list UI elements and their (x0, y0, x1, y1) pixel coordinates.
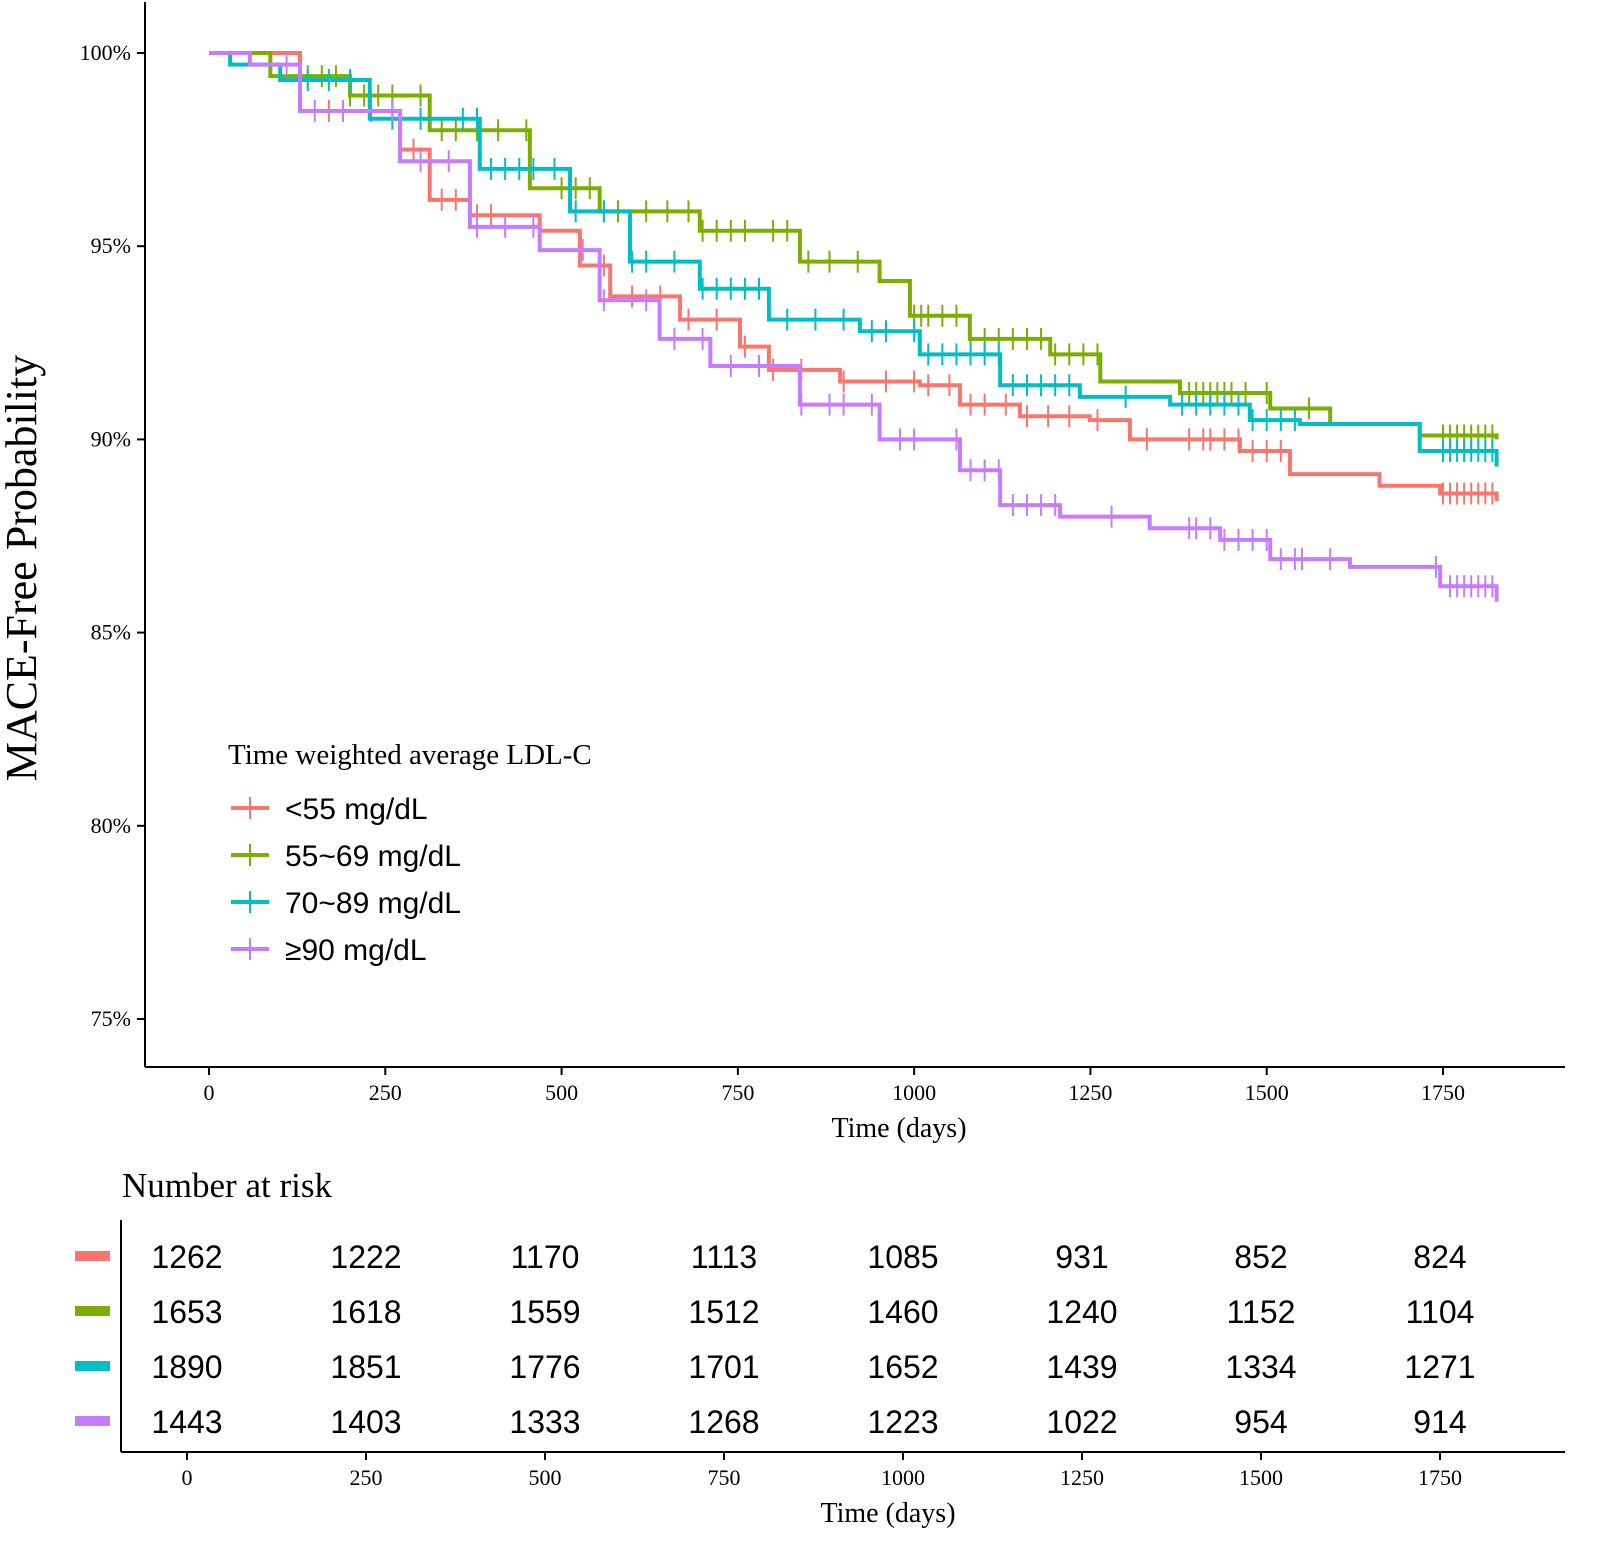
risk-count: 914 (1413, 1404, 1466, 1440)
y-axis-title: MACE-Free Probability (0, 355, 46, 782)
legend-label: 55~69 mg/dL (285, 840, 461, 873)
risk-count: 1113 (691, 1239, 757, 1275)
legend-label: ≥90 mg/dL (285, 934, 427, 967)
risk-count: 1460 (867, 1294, 938, 1330)
x-tick-label: 1750 (1421, 1080, 1465, 1105)
risk-count: 1104 (1406, 1294, 1475, 1330)
legend-item: 55~69 mg/dL (231, 840, 461, 873)
risk-count: 1085 (867, 1239, 938, 1275)
legend-item: ≥90 mg/dL (231, 934, 427, 967)
x-tick-label: 1500 (1245, 1080, 1289, 1105)
series-2 (209, 51, 1499, 467)
legend-label: <55 mg/dL (285, 793, 428, 826)
series-3 (209, 51, 1499, 602)
risk-count: 1262 (151, 1239, 222, 1275)
y-tick-label: 85% (91, 620, 131, 645)
x-tick-label: 500 (545, 1080, 578, 1105)
x-tick-label: 1250 (1068, 1080, 1112, 1105)
risk-count: 1333 (509, 1404, 580, 1440)
risk-x-tick-label: 1000 (881, 1465, 925, 1490)
risk-count: 1851 (330, 1349, 401, 1385)
x-tick-label: 0 (204, 1080, 215, 1105)
risk-count: 931 (1055, 1239, 1108, 1275)
risk-count: 1776 (509, 1349, 580, 1385)
risk-x-tick-label: 0 (182, 1465, 193, 1490)
risk-count: 1222 (330, 1239, 401, 1275)
y-tick-label: 95% (91, 233, 131, 258)
risk-count: 1271 (1404, 1349, 1475, 1385)
y-tick-label: 80% (91, 813, 131, 838)
risk-count: 824 (1413, 1239, 1466, 1275)
risk-row: 1262 1222 1170 1113 1085 931 852 824 (75, 1239, 1467, 1275)
y-tick-label: 75% (91, 1006, 131, 1031)
y-tick-label: 90% (91, 426, 131, 451)
risk-count: 1652 (867, 1349, 938, 1385)
risk-count: 1170 (511, 1239, 580, 1275)
risk-count: 852 (1234, 1239, 1287, 1275)
risk-x-tick-label: 750 (708, 1465, 741, 1490)
risk-row-color-key (75, 1361, 110, 1371)
risk-table: Number at risk 1262 1222 1170 1113 1085 931 85… (75, 1166, 1565, 1529)
risk-count: 1403 (330, 1404, 401, 1440)
risk-x-tick-label: 500 (529, 1465, 562, 1490)
risk-count: 1701 (688, 1349, 759, 1385)
x-tick-label: 750 (721, 1080, 754, 1105)
risk-row: 1653 1618 1559 1512 1460 1240 1152 1104 (75, 1294, 1474, 1330)
risk-count: 954 (1234, 1404, 1287, 1440)
risk-count: 1268 (688, 1404, 759, 1440)
risk-count: 1618 (330, 1294, 401, 1330)
risk-row: 1890 1851 1776 1701 1652 1439 1334 1271 (75, 1349, 1476, 1385)
risk-count: 1439 (1046, 1349, 1117, 1385)
survival-plot: 75% 80% 85% 90% 95% 100% 0 250 500 750 1000 1250 15… (0, 2, 1565, 1144)
risk-count: 1890 (151, 1349, 222, 1385)
risk-x-tick-label: 1500 (1239, 1465, 1283, 1490)
risk-count: 1512 (688, 1294, 759, 1330)
x-tick-label: 1000 (892, 1080, 936, 1105)
risk-count: 1223 (867, 1404, 938, 1440)
risk-count: 1334 (1225, 1349, 1296, 1385)
legend: Time weighted average LDL-C <55 mg/dL 55~… (228, 739, 592, 967)
risk-row-color-key (75, 1416, 110, 1426)
x-axis-title: Time (days) (831, 1113, 966, 1144)
series-1 (209, 51, 1499, 447)
risk-row-color-key (75, 1251, 110, 1261)
risk-count: 1559 (509, 1294, 580, 1330)
risk-count: 1022 (1046, 1404, 1117, 1440)
survival-curve (209, 51, 1499, 602)
risk-table-title: Number at risk (122, 1166, 332, 1205)
legend-label: 70~89 mg/dL (285, 887, 461, 920)
risk-row-color-key (75, 1306, 110, 1316)
risk-count: 1152 (1227, 1294, 1296, 1330)
risk-x-tick-label: 1250 (1060, 1465, 1104, 1490)
legend-item: <55 mg/dL (231, 793, 428, 826)
risk-x-axis-title: Time (days) (820, 1498, 955, 1529)
y-tick-label: 100% (80, 40, 131, 65)
legend-title: Time weighted average LDL-C (228, 739, 592, 771)
risk-row: 1443 1403 1333 1268 1223 1022 954 914 (75, 1404, 1467, 1440)
risk-count: 1443 (151, 1404, 222, 1440)
x-tick-label: 250 (369, 1080, 402, 1105)
risk-x-tick-label: 250 (350, 1465, 383, 1490)
series-0 (209, 51, 1499, 505)
legend-item: 70~89 mg/dL (231, 887, 461, 920)
risk-count: 1240 (1046, 1294, 1117, 1330)
risk-count: 1653 (151, 1294, 222, 1330)
risk-x-tick-label: 1750 (1418, 1465, 1462, 1490)
